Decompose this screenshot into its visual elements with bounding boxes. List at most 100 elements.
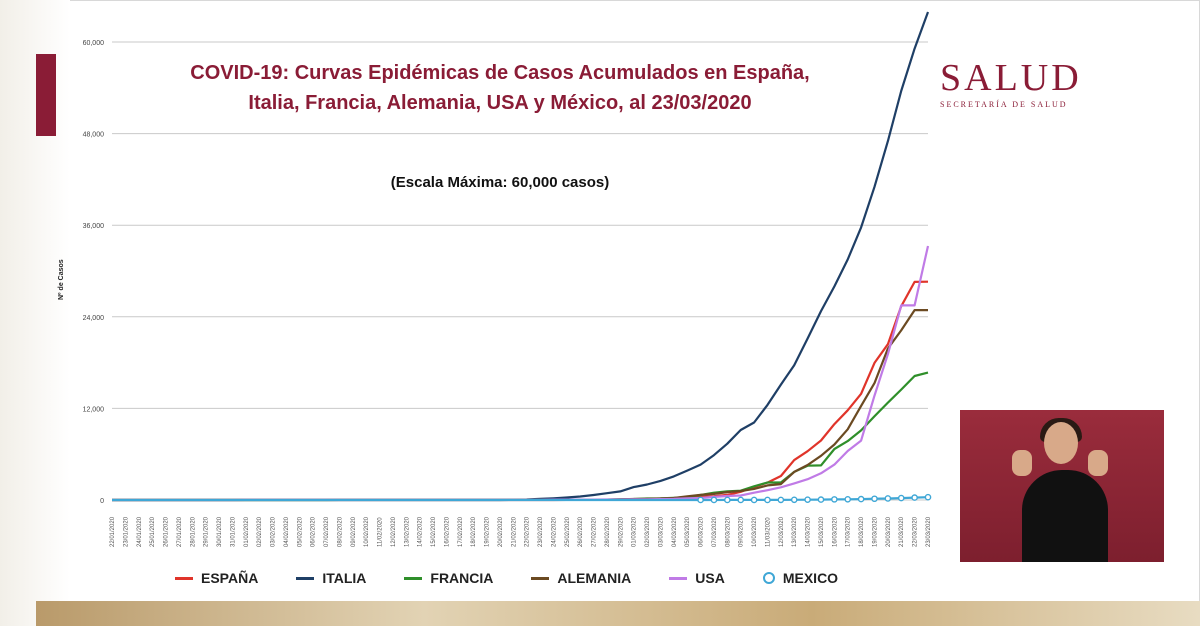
mexico-point	[871, 495, 878, 503]
chart-legend: ESPAÑA ITALIA FRANCIA ALEMANIA USA MEXICO	[175, 570, 855, 586]
mexico-point	[697, 496, 704, 504]
mexico-point	[710, 496, 718, 504]
x-tick-label: 18/03/2020	[859, 516, 865, 547]
x-tick-label: 22/03/2020	[913, 516, 919, 547]
mexico-point	[804, 496, 811, 503]
legend-swatch	[762, 572, 775, 584]
y-tick-label: 36,000	[83, 223, 105, 230]
x-tick-label: 18/02/2020	[471, 516, 477, 547]
sign-language-interpreter-video	[960, 410, 1164, 562]
x-tick-label: 11/02/2020	[378, 517, 384, 547]
legend-label: USA	[695, 570, 725, 586]
chart-title-line1: COVID-19: Curvas Epidémicas de Casos Acu…	[190, 62, 810, 84]
x-tick-label: 10/03/2020	[752, 516, 758, 547]
x-tick-label: 01/02/2020	[244, 516, 250, 547]
legend-item-usa: USA	[669, 570, 725, 586]
series-line-usa	[112, 245, 930, 502]
x-tick-label: 01/03/2020	[632, 516, 638, 547]
legend-swatch	[175, 576, 193, 580]
y-tick-label: 24,000	[83, 315, 105, 322]
x-tick-label: 06/02/2020	[311, 516, 317, 547]
x-tick-label: 17/03/2020	[846, 516, 852, 547]
x-tick-label: 13/02/2020	[404, 516, 410, 547]
mexico-point	[857, 495, 865, 503]
x-tick-label: 29/02/2020	[618, 516, 624, 547]
x-tick-label: 26/01/2020	[164, 516, 170, 547]
x-tick-label: 26/02/2020	[578, 516, 584, 547]
legend-swatch	[404, 576, 423, 580]
x-tick-label: 08/02/2020	[337, 516, 343, 547]
mexico-point	[790, 496, 798, 504]
x-tick-label: 09/02/2020	[351, 516, 357, 547]
x-tick-label: 15/03/2020	[819, 516, 825, 547]
y-tick-label: 48,000	[83, 132, 105, 139]
x-tick-label: 22/02/2020	[525, 516, 531, 547]
mexico-point	[737, 496, 745, 504]
interpreter-left-hand	[1012, 450, 1032, 476]
mexico-point	[724, 496, 731, 504]
x-tick-label: 13/03/2020	[792, 516, 798, 547]
legend-item-alemania: ALEMANIA	[531, 570, 631, 586]
legend-label: ALEMANIA	[557, 570, 632, 586]
x-tick-label: 24/01/2020	[137, 516, 143, 547]
x-tick-label: 17/02/2020	[458, 516, 464, 547]
interpreter-right-hand	[1088, 450, 1108, 476]
mexico-point	[831, 496, 838, 503]
x-tick-label: 24/02/2020	[551, 516, 557, 547]
x-tick-label: 25/01/2020	[150, 516, 156, 547]
y-tick-label: 60,000	[83, 40, 105, 47]
x-tick-label: 22/01/2020	[110, 516, 116, 547]
bottom-gold-bar	[36, 601, 1200, 626]
x-tick-label: 14/02/2020	[418, 516, 424, 547]
x-tick-label: 15/02/2020	[431, 516, 437, 547]
legend-swatch	[531, 576, 550, 580]
mexico-point	[884, 495, 892, 502]
logo-sub-text: SECRETARÍA DE SALUD	[940, 100, 1068, 109]
x-tick-label: 19/02/2020	[485, 516, 491, 547]
mexico-point	[924, 493, 932, 501]
legend-swatch	[669, 576, 688, 580]
x-tick-label: 25/02/2020	[565, 516, 571, 547]
background-decoration	[0, 0, 70, 626]
mexico-point	[764, 496, 771, 504]
legend-label: FRANCIA	[430, 570, 494, 586]
mexico-point	[777, 496, 785, 504]
legend-label: ESPAÑA	[201, 570, 259, 586]
chart-title-line2: Italia, Francia, Alemania, USA y México,…	[248, 92, 752, 114]
x-tick-label: 21/02/2020	[511, 516, 517, 547]
logo-main-text: SALUD	[940, 57, 1082, 99]
legend-label: MEXICO	[782, 570, 839, 586]
x-tick-label: 07/03/2020	[712, 516, 718, 547]
x-tick-label: 03/02/2020	[271, 516, 277, 547]
y-tick-label: 12,000	[83, 406, 105, 413]
mexico-point	[844, 495, 852, 503]
x-tick-label: 04/03/2020	[672, 516, 678, 547]
mexico-point	[911, 494, 918, 501]
x-tick-label: 02/03/2020	[645, 516, 651, 547]
x-tick-label: 21/03/2020	[899, 516, 905, 547]
x-tick-label: 20/02/2020	[498, 516, 504, 547]
chart-title: COVID-19: Curvas Epidémicas de Casos Acu…	[150, 58, 850, 118]
x-tick-label: 12/03/2020	[779, 516, 785, 547]
x-tick-label: 28/01/2020	[190, 516, 196, 547]
x-tick-label: 14/03/2020	[806, 516, 812, 547]
x-tick-label: 05/03/2020	[685, 516, 691, 547]
x-tick-label: 11/03/2020	[765, 517, 771, 547]
y-tick-label: 0	[100, 498, 104, 505]
y-axis-label: Nº de Casos	[58, 259, 65, 300]
x-tick-label: 16/03/2020	[832, 516, 838, 547]
x-tick-label: 31/01/2020	[230, 516, 236, 547]
mexico-point	[817, 496, 825, 503]
x-tick-label: 03/03/2020	[658, 516, 664, 547]
x-tick-label: 16/02/2020	[444, 516, 450, 547]
chart-subtitle: (Escala Máxima: 60,000 casos)	[390, 174, 610, 191]
series-lines	[112, 11, 932, 504]
x-tick-label: 10/02/2020	[364, 516, 370, 547]
x-tick-label: 05/02/2020	[297, 516, 303, 547]
x-tick-label: 30/01/2020	[217, 516, 223, 547]
x-tick-label: 02/02/2020	[257, 516, 263, 547]
legend-item-mexico: MEXICO	[762, 570, 839, 586]
x-tick-labels: 22/01/2020 23/01/2020 24/01/2020 25/01/2020…	[110, 516, 932, 547]
x-tick-label: 08/03/2020	[725, 516, 731, 547]
